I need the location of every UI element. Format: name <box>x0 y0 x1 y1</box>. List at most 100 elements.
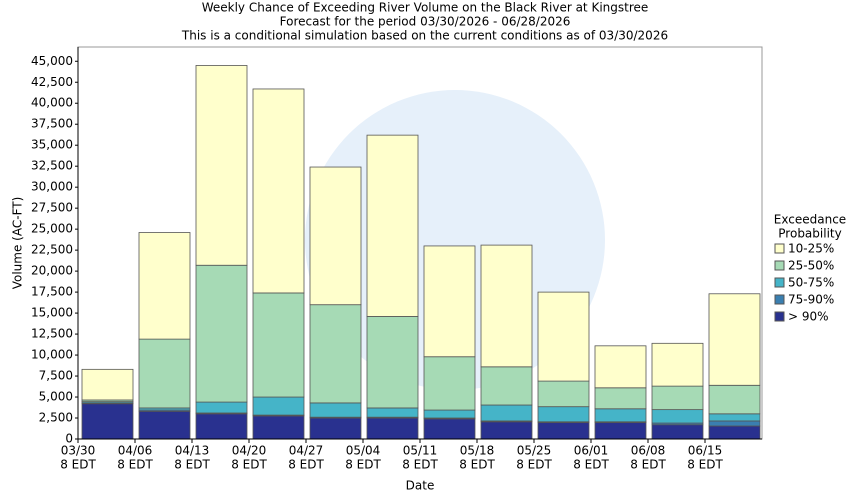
bar-segment <box>138 338 191 409</box>
bar-segment <box>195 264 248 403</box>
y-tick-label: 17,500 <box>31 285 73 299</box>
x-tick-label: 05/11 <box>403 444 438 458</box>
bar-segment <box>594 345 647 389</box>
bar-segment <box>366 134 419 317</box>
bar-segment <box>366 417 419 440</box>
legend-label: 75-90% <box>788 293 834 307</box>
bar-segment <box>195 65 248 266</box>
bar-segment <box>708 413 761 422</box>
bar-segment <box>309 166 362 306</box>
x-tick-label: 8 EDT <box>288 458 324 472</box>
y-tick-label: 2,500 <box>39 411 73 425</box>
x-tick-label: 8 EDT <box>687 458 723 472</box>
y-tick-label: 15,000 <box>31 306 73 320</box>
bar-segment <box>480 404 533 422</box>
x-tick-label: 06/08 <box>631 444 666 458</box>
bar-segment <box>480 244 533 368</box>
bar-segment <box>195 413 248 440</box>
x-tick-label: 04/27 <box>289 444 324 458</box>
x-tick-label: 8 EDT <box>60 458 96 472</box>
bar-segment <box>252 88 305 294</box>
bar-segment <box>81 368 134 401</box>
bar-segment <box>537 380 590 408</box>
bar-segment <box>309 402 362 418</box>
bar-segment <box>480 366 533 406</box>
legend-title: Exceedance <box>774 213 846 227</box>
bar-segment <box>252 415 305 440</box>
y-tick-label: 32,500 <box>31 159 73 173</box>
x-tick-label: 05/04 <box>346 444 381 458</box>
y-tick-label: 25,000 <box>31 222 73 236</box>
bar-segment <box>708 420 761 427</box>
y-tick-label: 40,000 <box>31 96 73 110</box>
bar-segment <box>651 342 704 387</box>
bar-segment <box>594 408 647 423</box>
x-tick-label: 8 EDT <box>117 458 153 472</box>
x-tick-label: 8 EDT <box>459 458 495 472</box>
x-tick-label: 04/20 <box>232 444 267 458</box>
y-tick-label: 30,000 <box>31 180 73 194</box>
x-tick-label: 8 EDT <box>516 458 552 472</box>
legend-swatch <box>774 277 785 288</box>
x-axis-label: Date <box>406 479 435 493</box>
y-tick-label: 35,000 <box>31 138 73 152</box>
bar-segment <box>708 293 761 386</box>
bar-segment <box>651 424 704 440</box>
bar-segment <box>252 292 305 398</box>
legend-label: 10-25% <box>788 242 834 256</box>
bar-segment <box>423 356 476 411</box>
bar-segment <box>480 421 533 440</box>
x-tick-label: 05/18 <box>460 444 495 458</box>
y-tick-label: 12,500 <box>31 327 73 341</box>
legend-title: Probability <box>778 227 841 241</box>
chart-note: This is a conditional simulation based o… <box>181 29 668 43</box>
legend-swatch <box>774 243 785 254</box>
x-tick-label: 8 EDT <box>231 458 267 472</box>
bar-segment <box>651 385 704 411</box>
bar-segment <box>537 406 590 423</box>
y-tick-label: 37,500 <box>31 117 73 131</box>
y-tick-label: 42,500 <box>31 75 73 89</box>
legend-swatch <box>774 294 785 305</box>
bar-segment <box>309 304 362 404</box>
x-tick-label: 04/13 <box>175 444 210 458</box>
bar-segment <box>309 417 362 440</box>
bar-segment <box>594 422 647 440</box>
y-tick-label: 0 <box>65 432 73 446</box>
x-tick-label: 8 EDT <box>345 458 381 472</box>
chart-subtitle: Forecast for the period 03/30/2026 - 06/… <box>280 15 571 29</box>
bar-segment <box>138 410 191 440</box>
x-tick-label: 04/06 <box>118 444 153 458</box>
bar-segment <box>423 245 476 358</box>
y-tick-label: 5,000 <box>39 390 73 404</box>
y-axis-label: Volume (AC-FT) <box>11 197 25 290</box>
legend-swatch <box>774 260 785 271</box>
x-tick-label: 06/15 <box>688 444 723 458</box>
y-tick-label: 45,000 <box>31 54 73 68</box>
x-tick-label: 03/30 <box>61 444 96 458</box>
bar-segment <box>423 418 476 440</box>
bar-segment <box>366 316 419 409</box>
x-tick-label: 8 EDT <box>573 458 609 472</box>
y-tick-label: 22,500 <box>31 243 73 257</box>
y-tick-label: 20,000 <box>31 264 73 278</box>
y-tick-label: 7,500 <box>39 369 73 383</box>
bar-segment <box>195 401 248 414</box>
bar-segment <box>594 387 647 410</box>
bar-segment <box>423 409 476 419</box>
y-tick-label: 10,000 <box>31 348 73 362</box>
bar-segment <box>252 396 305 416</box>
bar-segment <box>366 407 419 418</box>
bar-segment <box>138 232 191 340</box>
bar-segment <box>81 403 134 440</box>
x-tick-label: 8 EDT <box>402 458 438 472</box>
y-tick-label: 27,500 <box>31 201 73 215</box>
legend-label: > 90% <box>788 310 829 324</box>
x-tick-label: 06/01 <box>574 444 609 458</box>
x-tick-label: 8 EDT <box>630 458 666 472</box>
x-tick-label: 8 EDT <box>174 458 210 472</box>
bar-segment <box>537 291 590 382</box>
legend-swatch <box>774 311 785 322</box>
x-tick-label: 05/25 <box>517 444 552 458</box>
